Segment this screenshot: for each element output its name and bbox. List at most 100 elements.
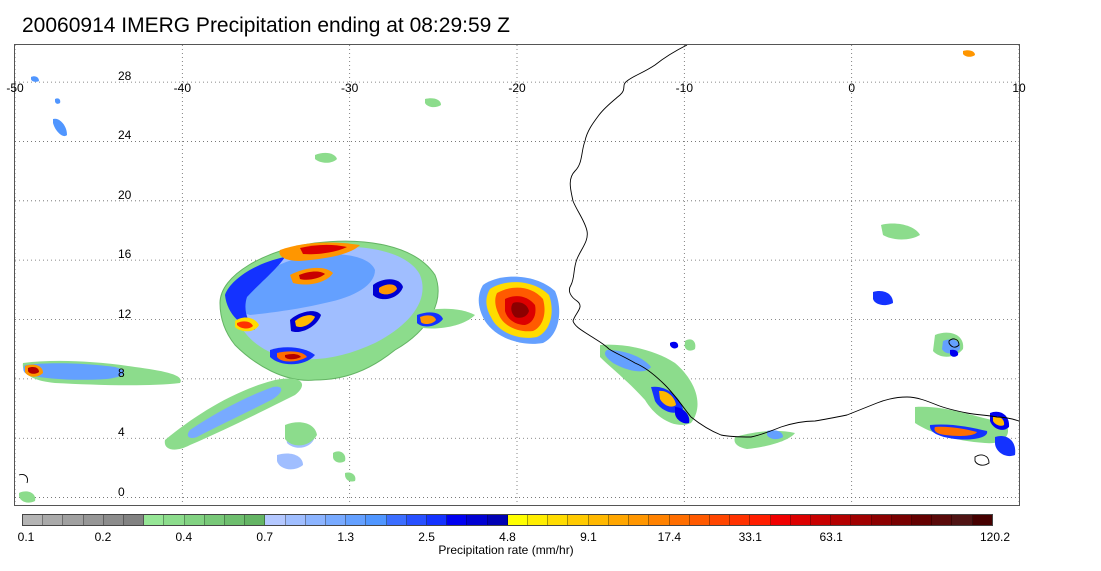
rain-cell <box>659 390 676 407</box>
colorbar-swatch <box>144 515 165 525</box>
colorbar-swatch <box>386 515 407 525</box>
rain-cell <box>19 491 36 503</box>
colorbar-swatch <box>23 515 44 525</box>
colorbar-swatch <box>629 515 650 525</box>
rain-cell <box>187 386 282 439</box>
colorbar-swatch <box>669 515 690 525</box>
rain-cell <box>28 367 39 374</box>
colorbar-swatch <box>507 515 529 525</box>
colorbar-swatch <box>103 515 125 525</box>
colorbar-swatch <box>406 515 428 525</box>
colorbar-swatch <box>528 515 549 525</box>
colorbar-swatch <box>750 515 771 525</box>
latitude-tick-label: 8 <box>118 365 125 380</box>
rain-cell <box>934 426 977 436</box>
colorbar-title: Precipitation rate (mm/hr) <box>438 543 574 557</box>
colorbar-swatch <box>204 515 226 525</box>
map-title: 20060914 IMERG Precipitation ending at 0… <box>22 14 510 37</box>
colorbar-swatch <box>326 515 347 525</box>
rain-cell <box>300 244 347 255</box>
rain-cell <box>425 98 441 108</box>
longitude-tick-label: -10 <box>675 81 693 95</box>
colorbar-tick-label: 63.1 <box>819 530 843 544</box>
colorbar-swatch <box>447 515 468 525</box>
precipitation-field <box>19 50 1016 503</box>
rain-cell <box>995 435 1016 457</box>
rain-cell <box>605 350 651 372</box>
colorbar-swatch <box>972 515 992 525</box>
colorbar-tick-label: 4.8 <box>499 530 516 544</box>
rain-cell <box>675 407 690 424</box>
colorbar-swatch <box>568 515 589 525</box>
rain-cell <box>237 321 253 329</box>
colorbar-swatch <box>124 515 145 525</box>
colorbar-tick-label: 1.3 <box>337 530 354 544</box>
colorbar-swatch <box>709 515 731 525</box>
map-canvas <box>15 45 1019 505</box>
colorbar-swatch <box>831 515 852 525</box>
colorbar-swatch <box>871 515 892 525</box>
colorbar-tick-label: 33.1 <box>738 530 762 544</box>
colorbar-swatch <box>427 515 448 525</box>
rain-cell <box>315 152 337 163</box>
colorbar-swatch <box>43 515 64 525</box>
rain-cell <box>23 363 124 380</box>
coastline-africa-west <box>568 45 1019 438</box>
colorbar-swatch <box>346 515 367 525</box>
colorbar-swatch <box>467 515 488 525</box>
longitude-tick-label: -20 <box>508 81 526 95</box>
colorbar-tick-label: 0.1 <box>17 530 35 544</box>
longitude-tick-label: -30 <box>340 81 359 95</box>
colorbar-swatch <box>810 515 832 525</box>
rain-cell <box>881 223 920 240</box>
rain-cell <box>950 349 959 357</box>
colorbar-swatch <box>689 515 710 525</box>
colorbar-swatch <box>366 515 387 525</box>
rain-cell <box>285 353 301 360</box>
colorbar-swatch <box>891 515 912 525</box>
rain-cell <box>963 50 975 57</box>
rain-cell <box>31 76 39 82</box>
precipitation-map <box>14 44 1020 506</box>
rain-cell <box>285 422 317 446</box>
rain-cell <box>333 451 346 463</box>
colorbar-swatch <box>305 515 327 525</box>
colorbar-swatch <box>285 515 306 525</box>
colorbar-swatch <box>952 515 973 525</box>
colorbar-tick-label: 120.2 <box>979 530 1011 544</box>
latitude-tick-label: 0 <box>118 484 125 499</box>
rain-cell <box>942 339 961 354</box>
coastline-island <box>948 338 960 348</box>
colorbar-swatch <box>730 515 751 525</box>
latitude-tick-label: 4 <box>118 425 125 440</box>
coastline-island <box>974 454 990 466</box>
colorbar-swatch <box>225 515 246 525</box>
rain-cell <box>379 284 397 295</box>
rain-cell <box>55 98 61 104</box>
rain-cell <box>734 430 795 449</box>
longitude-tick-label: 10 <box>1012 81 1026 95</box>
latitude-tick-label: 28 <box>118 69 132 84</box>
latitude-tick-label: 20 <box>118 187 132 202</box>
colorbar-swatch <box>608 515 630 525</box>
colorbar-swatch <box>265 515 286 525</box>
rain-cell <box>299 271 325 280</box>
rain-cell <box>277 453 303 470</box>
colorbar <box>22 514 993 526</box>
colorbar-swatch <box>245 515 266 525</box>
colorbar-tick-label: 2.5 <box>418 530 435 544</box>
colorbar-tick-label: 17.4 <box>657 530 682 544</box>
colorbar-swatch <box>184 515 205 525</box>
longitude-tick-label: -50 <box>6 81 24 95</box>
longitude-tick-label: 0 <box>848 81 855 95</box>
rain-cell <box>670 341 679 349</box>
colorbar-swatch <box>790 515 811 525</box>
colorbar-tick-label: 0.7 <box>256 530 274 544</box>
colorbar-tick-label: 0.2 <box>94 530 112 544</box>
rain-cell <box>873 291 893 306</box>
coastline-island <box>18 474 28 484</box>
colorbar-swatch <box>770 515 791 525</box>
rain-cell <box>993 416 1005 426</box>
latitude-tick-label: 24 <box>118 128 132 143</box>
colorbar-swatch <box>63 515 84 525</box>
